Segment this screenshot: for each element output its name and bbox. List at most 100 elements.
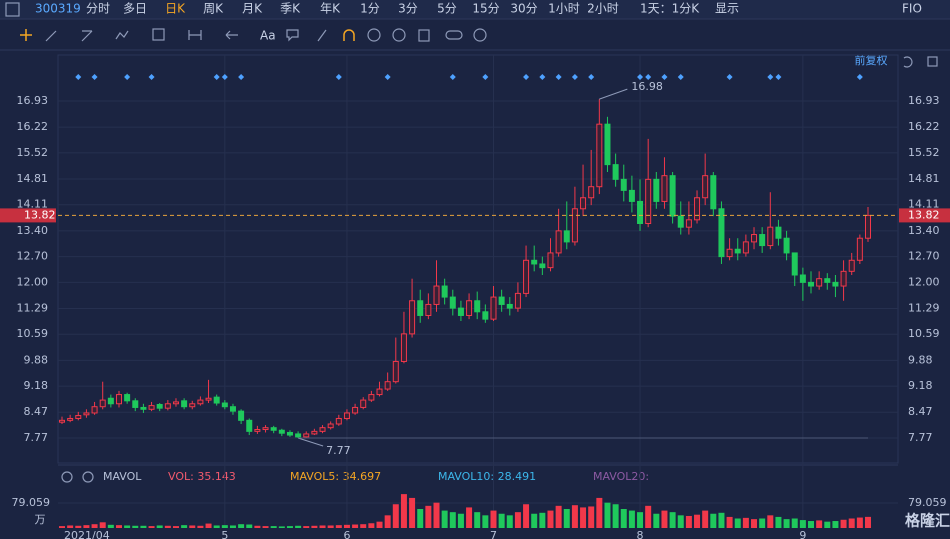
sidebar-icon[interactable] xyxy=(5,2,20,17)
back-icon[interactable] xyxy=(225,30,238,40)
candle-body xyxy=(514,292,521,309)
candle-body xyxy=(563,230,570,243)
volume-bar xyxy=(343,524,350,528)
candle-body xyxy=(221,402,228,408)
event-marker[interactable] xyxy=(661,74,668,80)
volume-bar xyxy=(490,510,497,528)
period-tab[interactable]: 日K xyxy=(165,2,186,16)
indicator-close[interactable] xyxy=(82,471,94,483)
period-tab[interactable]: 季K xyxy=(280,2,301,16)
y-tick-label: 15.52 xyxy=(17,146,49,159)
event-marker[interactable] xyxy=(677,74,684,80)
stats-icon[interactable] xyxy=(152,28,165,41)
event-marker[interactable] xyxy=(221,74,228,80)
event-marker[interactable] xyxy=(91,74,98,80)
event-marker[interactable] xyxy=(767,74,774,80)
event-marker[interactable] xyxy=(645,74,652,80)
vol-label: VOL: 35.143 xyxy=(168,470,236,483)
last-price-label: 13.82 xyxy=(24,208,56,221)
candle-body xyxy=(466,300,473,316)
candle-body xyxy=(653,178,660,202)
candle-body xyxy=(238,410,245,421)
volume-bar xyxy=(172,526,179,528)
period-tab[interactable]: 年K xyxy=(320,2,341,16)
event-marker[interactable] xyxy=(523,74,530,80)
toggle-icon[interactable] xyxy=(445,30,463,40)
event-marker[interactable] xyxy=(555,74,562,80)
candle-body xyxy=(327,423,334,429)
candle-body xyxy=(547,252,554,269)
y-tick-label-right: 12.70 xyxy=(908,250,940,263)
volume-bar xyxy=(523,504,530,528)
candle-body xyxy=(694,197,701,221)
lock-icon[interactable] xyxy=(367,28,381,42)
event-marker[interactable] xyxy=(335,74,342,80)
ray-icon[interactable] xyxy=(81,30,93,42)
measure-icon[interactable] xyxy=(188,30,202,40)
volume-bar xyxy=(742,517,749,528)
candle-body xyxy=(213,396,220,404)
y-tick-label-right: 15.52 xyxy=(908,146,940,159)
event-marker[interactable] xyxy=(588,74,595,80)
event-marker[interactable] xyxy=(148,74,155,80)
event-marker[interactable] xyxy=(238,74,245,80)
event-marker[interactable] xyxy=(637,74,644,80)
period-tab[interactable]: 分时 xyxy=(86,2,110,16)
settings-icon[interactable] xyxy=(473,28,487,42)
angle-icon[interactable] xyxy=(317,29,327,42)
volume-bar xyxy=(229,525,236,528)
period-tab[interactable]: 月K xyxy=(242,2,263,16)
event-marker[interactable] xyxy=(775,74,782,80)
expand-icon[interactable] xyxy=(927,56,938,67)
volume-bar xyxy=(189,525,196,528)
candle-body xyxy=(791,252,798,276)
period-tab[interactable]: 周K xyxy=(203,2,224,16)
candle-body xyxy=(352,406,359,414)
event-marker[interactable] xyxy=(384,74,391,80)
y-tick-label-right: 8.47 xyxy=(908,405,933,418)
event-marker[interactable] xyxy=(213,74,220,80)
delete-icon[interactable] xyxy=(418,29,430,42)
line-icon[interactable] xyxy=(45,30,57,42)
undo-icon[interactable] xyxy=(903,56,913,68)
candle-body xyxy=(286,431,293,436)
y-tick-label: 9.18 xyxy=(24,379,49,392)
candle-body xyxy=(856,237,863,261)
event-marker[interactable] xyxy=(124,74,131,80)
move-icon[interactable] xyxy=(20,29,32,41)
volume-bar xyxy=(278,526,285,528)
candle-body xyxy=(270,427,277,431)
event-marker[interactable] xyxy=(726,74,733,80)
indicator-settings[interactable] xyxy=(61,471,73,483)
y-tick-label: 13.40 xyxy=(17,224,49,237)
period-tab[interactable]: 1分 xyxy=(360,2,380,16)
period-tab[interactable]: 15分 xyxy=(472,2,499,16)
stock-code[interactable]: 300319 xyxy=(35,2,81,16)
volume-bar xyxy=(425,505,432,528)
period-tab[interactable]: 1小时 xyxy=(548,2,580,16)
period-tab[interactable]: 3分 xyxy=(398,2,418,16)
event-marker[interactable] xyxy=(75,74,82,80)
period-tab[interactable]: 30分 xyxy=(510,2,537,16)
volume-bar xyxy=(246,524,253,528)
volume-bar xyxy=(856,517,863,528)
period-tab[interactable]: 多日 xyxy=(123,2,147,16)
display-select[interactable]: 显示 xyxy=(715,2,739,16)
text-tool[interactable]: Aa xyxy=(260,29,276,43)
volume-unit: 万 xyxy=(35,513,46,526)
event-marker[interactable] xyxy=(449,74,456,80)
fio-button[interactable]: FIO xyxy=(902,2,922,16)
adjust-mode[interactable]: 前复权 xyxy=(855,53,888,67)
interval-select[interactable]: 1天：1分K xyxy=(640,2,700,16)
wave-icon[interactable] xyxy=(115,30,129,40)
period-tab[interactable]: 2小时 xyxy=(587,2,619,16)
event-marker[interactable] xyxy=(539,74,546,80)
volume-bar xyxy=(808,521,815,528)
event-marker[interactable] xyxy=(571,74,578,80)
event-marker[interactable] xyxy=(482,74,489,80)
comment-icon[interactable] xyxy=(286,29,299,42)
period-tab[interactable]: 5分 xyxy=(437,2,457,16)
event-marker[interactable] xyxy=(856,74,863,80)
magnet-icon[interactable] xyxy=(343,29,355,41)
hide-icon[interactable] xyxy=(392,28,406,42)
